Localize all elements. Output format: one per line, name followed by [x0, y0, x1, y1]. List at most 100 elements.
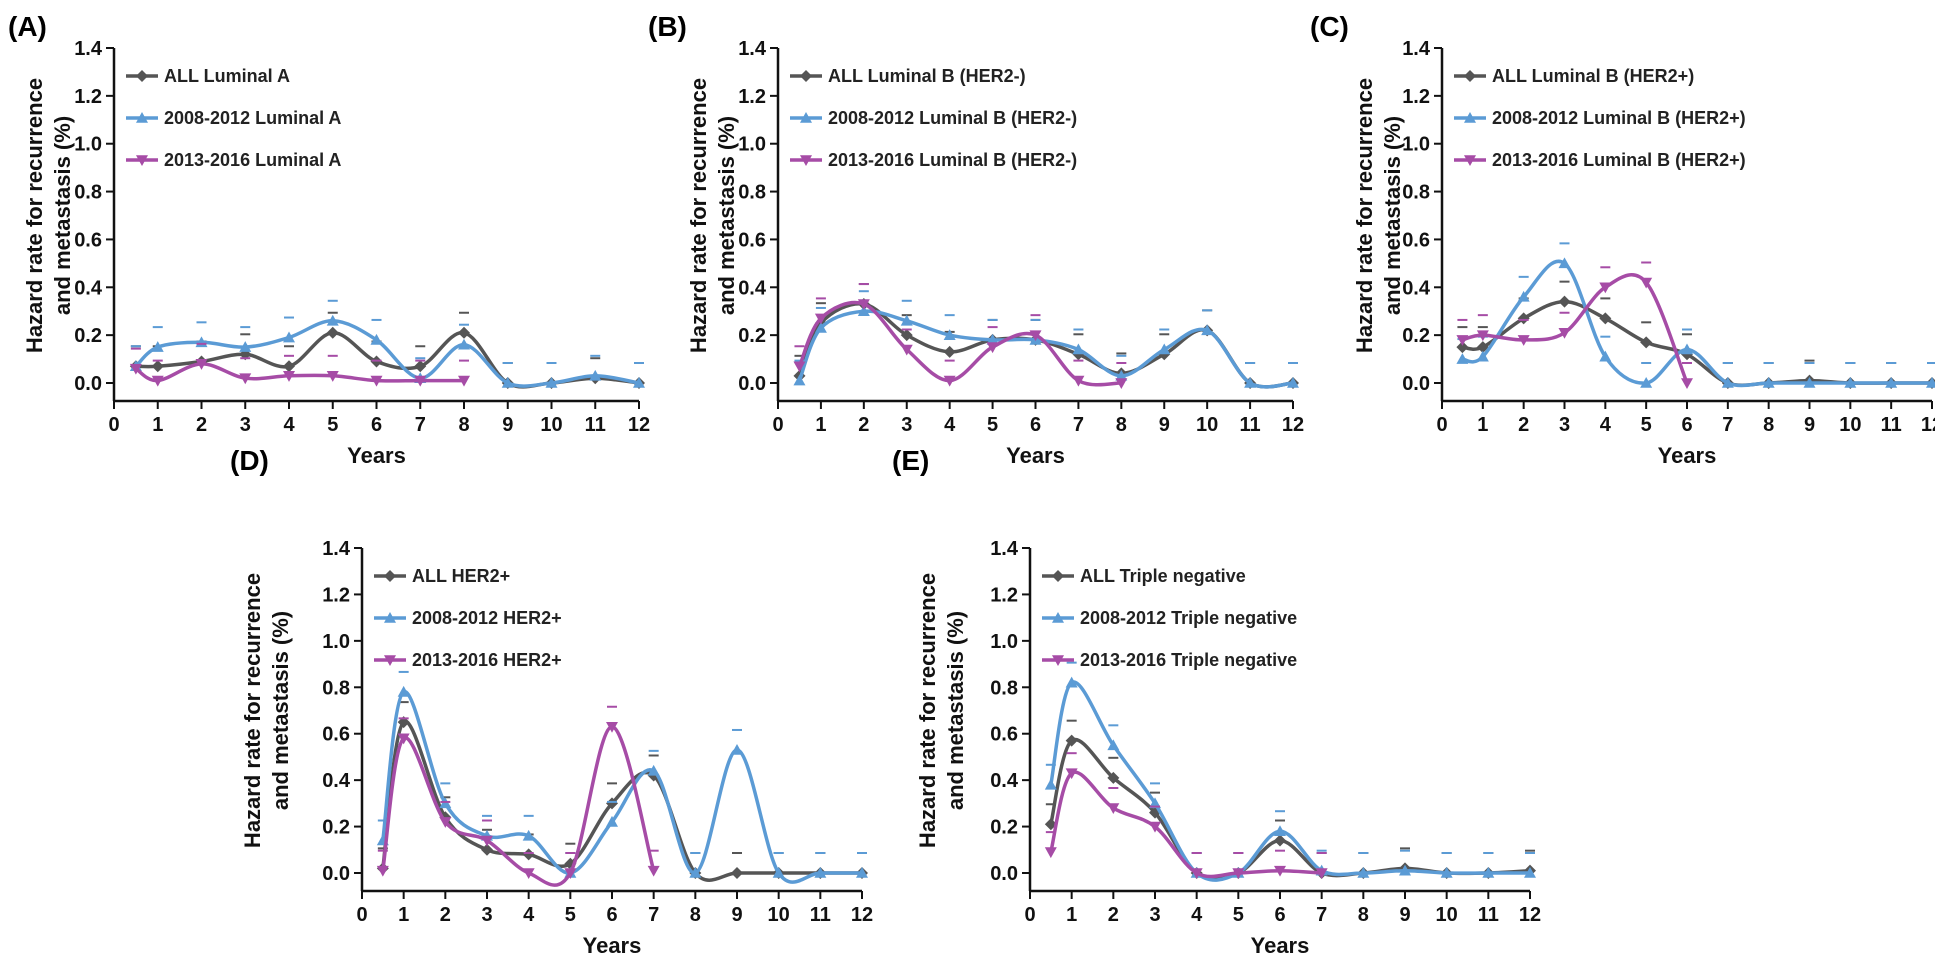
data-point: [1287, 377, 1299, 388]
y-tick-label: 1.4: [322, 538, 351, 560]
series-line: [1049, 680, 1530, 882]
data-point: [283, 331, 295, 343]
legend-marker: [1052, 612, 1064, 623]
data-point: [1476, 330, 1489, 342]
x-tick-label: 1: [152, 414, 163, 436]
x-tick-label: 9: [1159, 414, 1170, 436]
data-point: [1640, 336, 1653, 349]
legend-entry: 2013-2016 Luminal B (HER2-): [828, 150, 1077, 170]
x-tick-label: 0: [772, 414, 783, 436]
x-tick-label: 6: [606, 904, 617, 926]
data-point: [1456, 353, 1469, 364]
x-tick-label: 9: [731, 904, 742, 926]
data-point: [1440, 867, 1453, 878]
y-tick-label: 0.0: [322, 863, 350, 885]
data-point: [814, 321, 827, 333]
legend-marker: [800, 70, 812, 82]
x-tick-label: 5: [1233, 904, 1244, 926]
y-tick-label: 0.6: [1402, 229, 1430, 251]
x-tick-label: 3: [901, 414, 912, 436]
x-tick-label: 2: [1518, 414, 1529, 436]
x-tick-label: 10: [540, 414, 562, 436]
data-point: [606, 797, 618, 810]
data-point: [481, 843, 493, 856]
y-tick-label: 1.2: [990, 584, 1018, 606]
y-tick-label: 0.2: [1402, 325, 1430, 347]
y-tick-label: 1.2: [322, 584, 350, 606]
y-axis-title: Hazard rate for recurrence: [240, 573, 265, 848]
data-point: [1072, 375, 1085, 387]
panel-b: (B)0.00.20.40.60.81.01.21.40 1 2 3 4 5 6 7 8 9 10 1…: [648, 11, 1304, 468]
y-axis-title: Hazard rate for recurrence: [686, 78, 711, 353]
data-point: [1476, 341, 1489, 354]
data-point: [1721, 377, 1734, 388]
data-point: [633, 377, 645, 388]
legend-entry: 2013-2016 Triple negative: [1080, 650, 1297, 670]
data-point: [1399, 864, 1411, 876]
data-point: [856, 867, 868, 878]
data-point: [458, 326, 470, 339]
data-point: [1681, 378, 1693, 389]
x-tick-label: 3: [481, 904, 492, 926]
data-point: [1065, 676, 1078, 688]
data-point: [414, 375, 427, 387]
x-tick-label: 2: [1108, 904, 1119, 926]
x-tick-label: 1: [398, 904, 409, 926]
panel-d: (D)0.00.20.40.60.81.01.21.40 1 2 3 4 5 6 7 8 9 10 1…: [230, 445, 873, 958]
x-tick-label: 2: [858, 414, 869, 436]
legend-entry: ALL Luminal B (HER2-): [828, 66, 1026, 86]
data-point: [814, 867, 827, 878]
data-point: [606, 721, 618, 733]
data-point: [564, 868, 577, 879]
x-tick-label: 8: [1763, 414, 1774, 436]
y-tick-label: 1.4: [1402, 38, 1431, 60]
data-point: [1065, 734, 1078, 747]
data-point: [647, 764, 660, 776]
series-line: [134, 319, 640, 388]
legend-marker: [136, 112, 148, 123]
y-tick-label: 0.0: [74, 373, 102, 395]
data-point: [370, 375, 383, 387]
data-point: [151, 341, 164, 352]
data-point: [1065, 768, 1078, 780]
legend-marker: [136, 70, 148, 82]
y-tick-label: 0.8: [990, 677, 1018, 699]
x-tick-label: 1: [815, 414, 826, 436]
x-tick-label: 5: [565, 904, 576, 926]
y-tick-label: 0.4: [990, 770, 1019, 792]
data-point: [1599, 282, 1612, 294]
panel-letter: (A): [8, 11, 47, 42]
x-tick-label: 5: [987, 414, 998, 436]
y-axis-title: and metastasis (%): [1380, 116, 1405, 315]
x-tick-label: 5: [327, 414, 338, 436]
data-point: [857, 299, 870, 311]
y-tick-label: 0.4: [1402, 277, 1431, 299]
x-tick-label: 11: [1240, 414, 1261, 436]
x-axis-title: Years: [583, 933, 642, 958]
legend-marker: [136, 155, 148, 166]
data-point: [376, 865, 389, 877]
data-point: [900, 344, 913, 356]
y-tick-label: 0.2: [738, 325, 766, 347]
y-tick-label: 0.0: [990, 863, 1018, 885]
data-point: [731, 743, 743, 755]
legend-entry: 2008-2012 Triple negative: [1080, 608, 1297, 628]
data-point: [283, 371, 295, 382]
data-point: [857, 305, 870, 317]
x-tick-label: 4: [523, 904, 535, 926]
data-point: [458, 375, 470, 387]
data-point: [1681, 343, 1693, 355]
data-point: [1107, 771, 1120, 784]
data-point: [522, 868, 535, 879]
data-point: [239, 341, 252, 352]
data-point: [545, 377, 558, 388]
data-point: [458, 338, 470, 350]
series-2: [793, 283, 1128, 389]
data-point: [1315, 868, 1328, 879]
legend-marker: [1052, 655, 1064, 666]
panel-letter: (B): [648, 11, 687, 42]
data-point: [1357, 867, 1370, 878]
data-point: [1524, 867, 1536, 878]
data-point: [1517, 335, 1530, 346]
x-tick-label: 6: [1681, 414, 1692, 436]
